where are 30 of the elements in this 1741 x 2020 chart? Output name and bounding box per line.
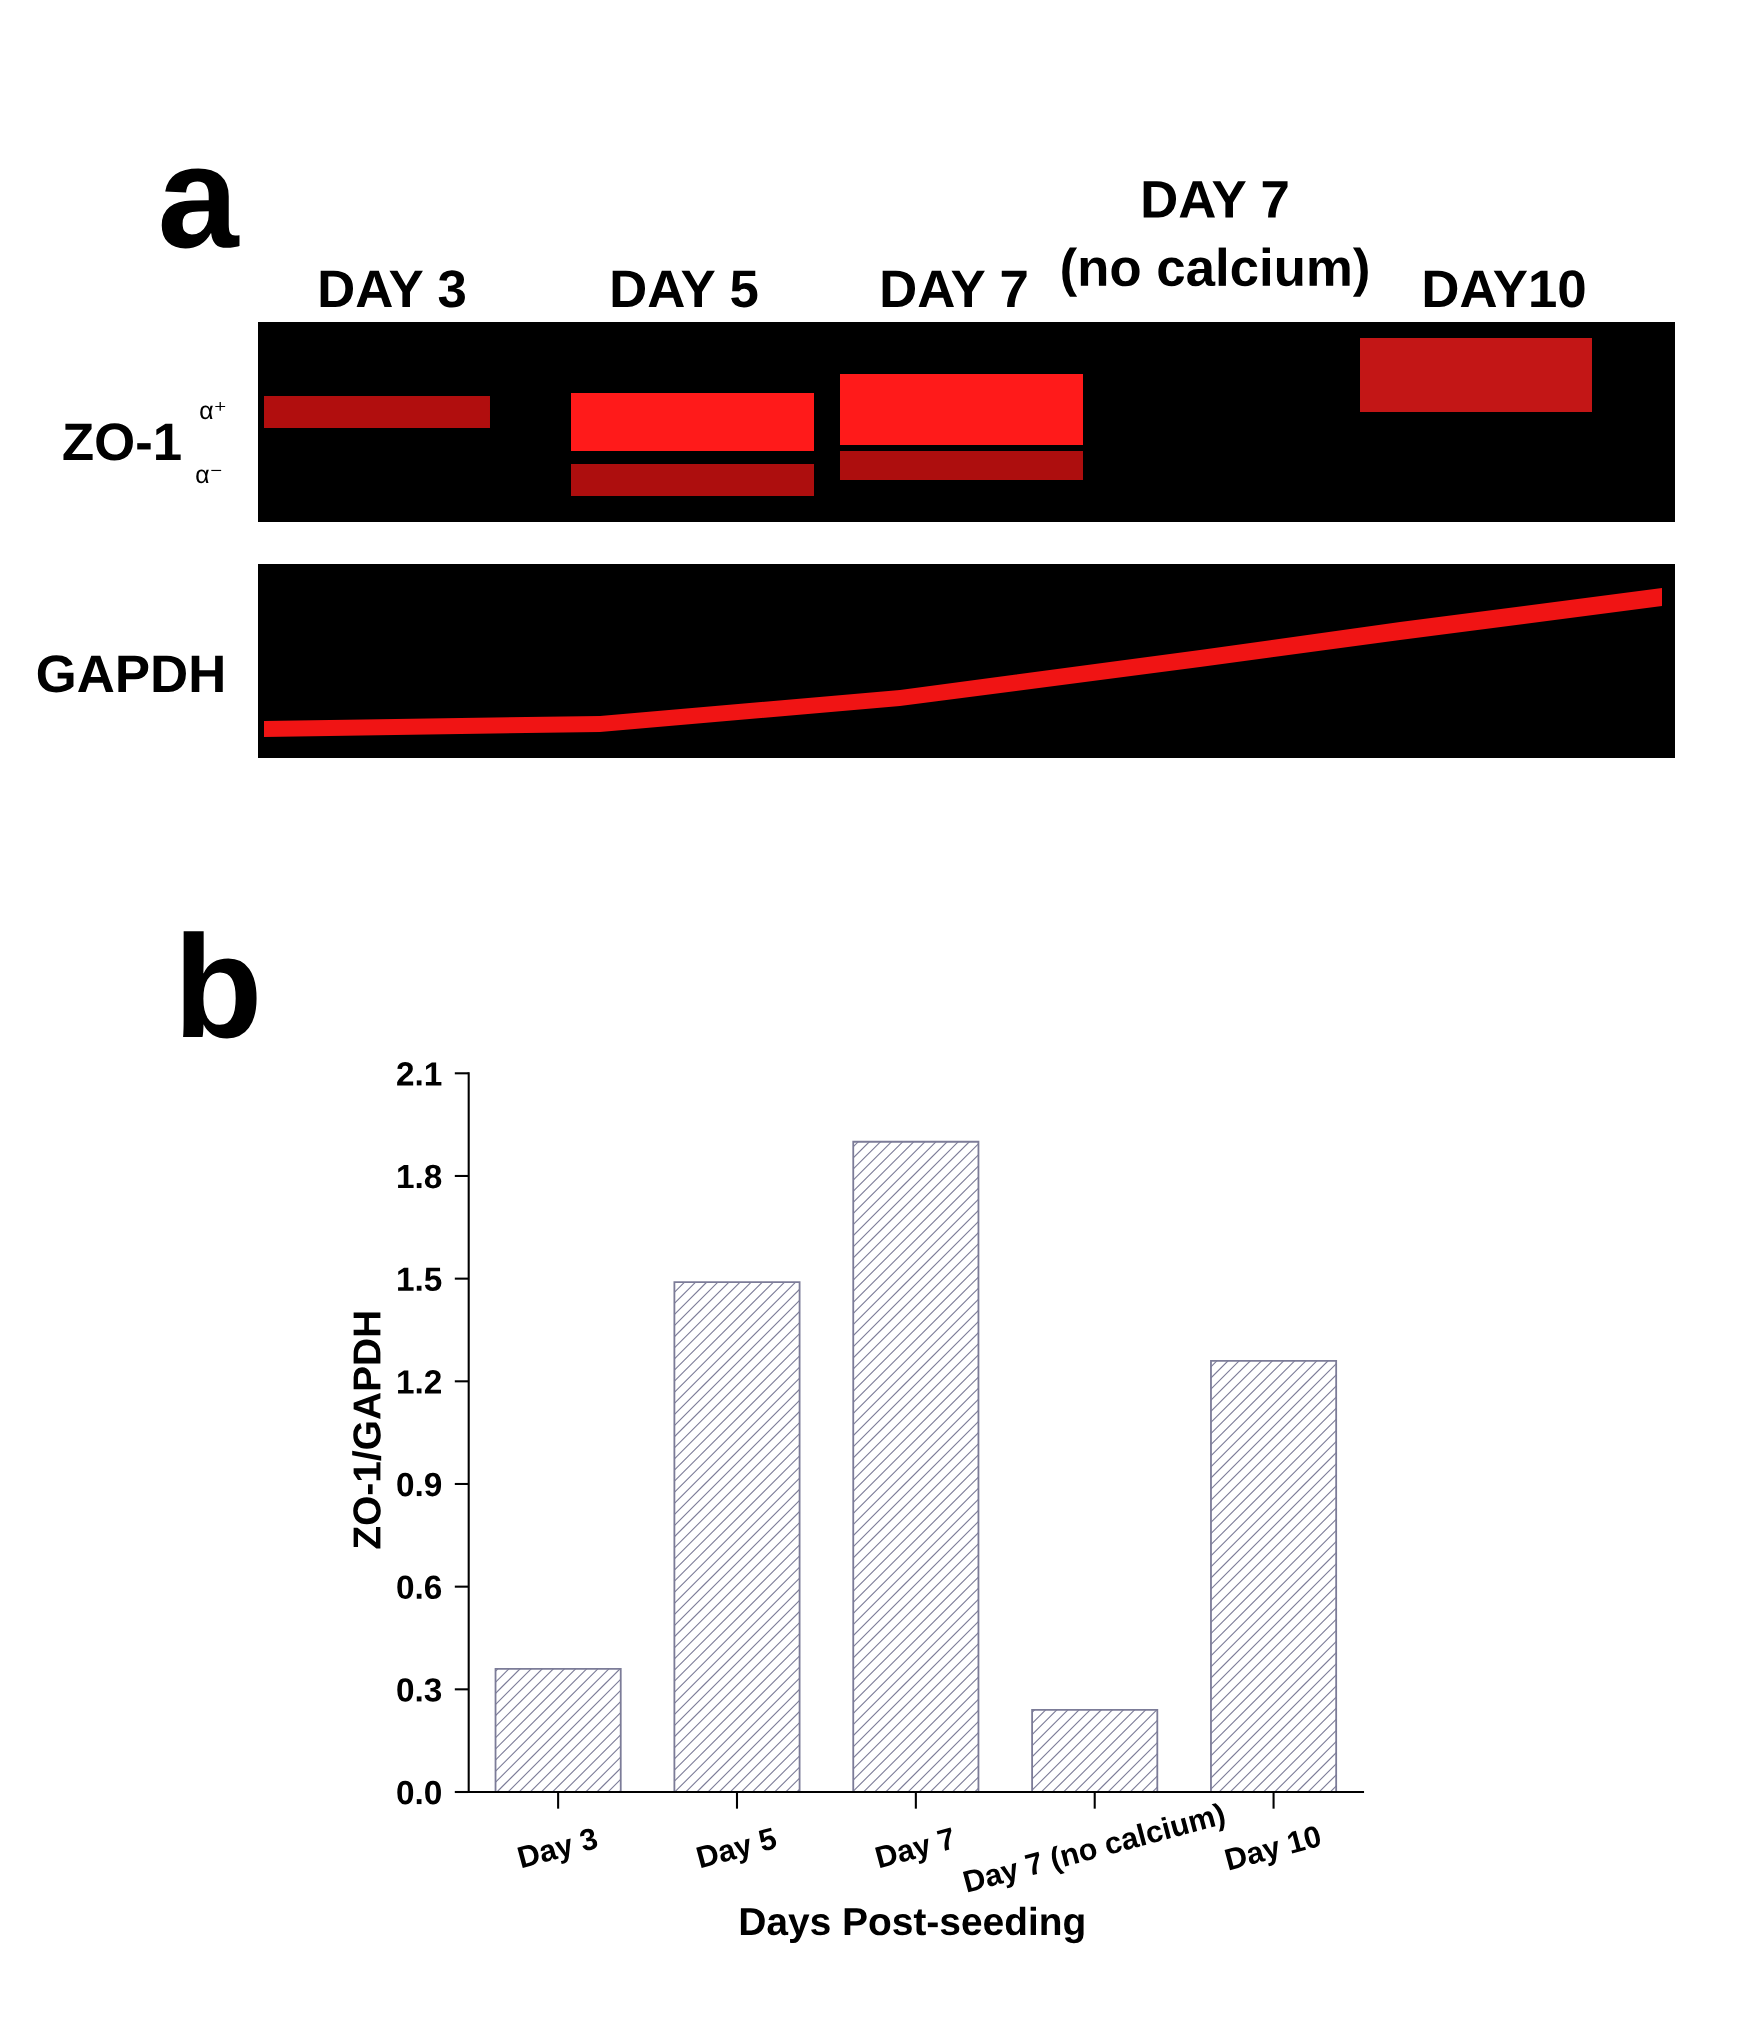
y-tick-label: 2.1 bbox=[397, 1062, 442, 1086]
bar bbox=[852, 1140, 980, 1792]
text: ZO-1 bbox=[63, 423, 181, 461]
y-tick-label: 0.0 bbox=[397, 1780, 441, 1805]
text: α⁺ bbox=[200, 402, 226, 420]
text: DAY 7 bbox=[882, 270, 1027, 307]
y-tick-label: 1.8 bbox=[398, 1164, 442, 1189]
text: b bbox=[183, 931, 257, 1039]
x-tick-label: Day 7 bbox=[875, 1827, 958, 1875]
text: DAY10 bbox=[1424, 270, 1585, 308]
text: α⁻ bbox=[196, 469, 222, 484]
text: DAY 7 (no calcium) bbox=[1062, 181, 1368, 297]
x-tick-label: Day 5 bbox=[696, 1827, 780, 1875]
y-tick-label: 0.3 bbox=[397, 1678, 442, 1702]
bar bbox=[1031, 1708, 1159, 1792]
bar bbox=[673, 1281, 801, 1792]
y-tick-label: 1.5 bbox=[398, 1267, 442, 1292]
y-tick-label: 1.2 bbox=[398, 1370, 441, 1394]
y-tick-label: 0.6 bbox=[397, 1575, 442, 1600]
text: DAY 5 bbox=[612, 270, 758, 308]
bar bbox=[1210, 1359, 1338, 1792]
y-tick-label: 0.9 bbox=[397, 1472, 442, 1497]
x-tick-label: Day 3 bbox=[517, 1827, 601, 1875]
y-axis-title: ZO-1/GAPDH bbox=[352, 1312, 382, 1549]
text: GAPDH bbox=[37, 655, 223, 693]
bar bbox=[494, 1667, 622, 1792]
text: DAY 3 bbox=[320, 270, 465, 308]
text: a bbox=[161, 168, 240, 249]
x-axis-title: Days Post-seeding bbox=[740, 1906, 1084, 1944]
x-tick-label: Day 10 bbox=[1224, 1824, 1324, 1877]
